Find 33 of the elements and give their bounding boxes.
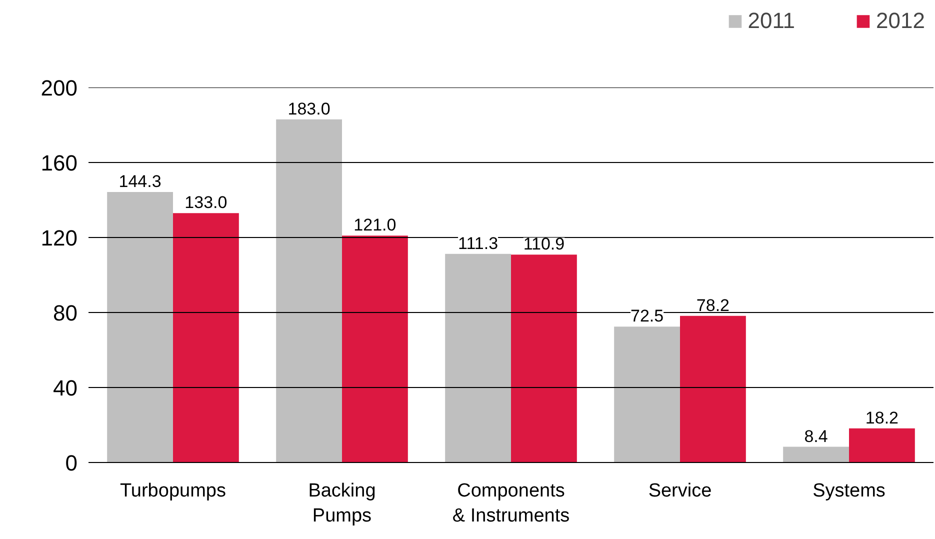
data-label: 133.0 (184, 193, 228, 212)
legend-label: 2012 (876, 8, 925, 34)
data-label: 121.0 (354, 216, 396, 235)
y-tick-label: 200 (40, 76, 78, 100)
bar (107, 192, 173, 462)
data-label: 144.3 (118, 172, 162, 191)
data-label: 183.0 (288, 99, 330, 118)
bar (614, 326, 680, 462)
y-tick-label: 120 (40, 226, 78, 250)
y-tick-label: 80 (53, 300, 78, 326)
bar (276, 119, 342, 462)
bar (445, 254, 511, 462)
data-label: 18.2 (865, 408, 899, 428)
y-tick-label: 0 (65, 450, 78, 476)
legend-label: 2011 (748, 8, 796, 34)
bar (680, 316, 746, 462)
x-tick-label: Systems (812, 480, 886, 502)
data-label: 72.5 (630, 306, 664, 326)
y-tick-label: 160 (40, 150, 78, 176)
bar (173, 213, 239, 462)
y-tick-label: 40 (53, 376, 78, 400)
x-tick-label: Backing Pumps (308, 480, 376, 527)
bar (342, 236, 408, 462)
data-label: 8.4 (804, 426, 828, 446)
x-tick-label: Service (648, 480, 712, 502)
data-label: 110.9 (523, 234, 565, 254)
bar (849, 428, 915, 462)
x-tick-label: Turbopumps (120, 480, 226, 502)
data-label: 78.2 (696, 296, 730, 315)
data-label: 111.3 (458, 234, 498, 253)
bar (783, 446, 849, 462)
x-tick-label: Components & Instruments (452, 480, 570, 527)
bar (511, 254, 577, 462)
